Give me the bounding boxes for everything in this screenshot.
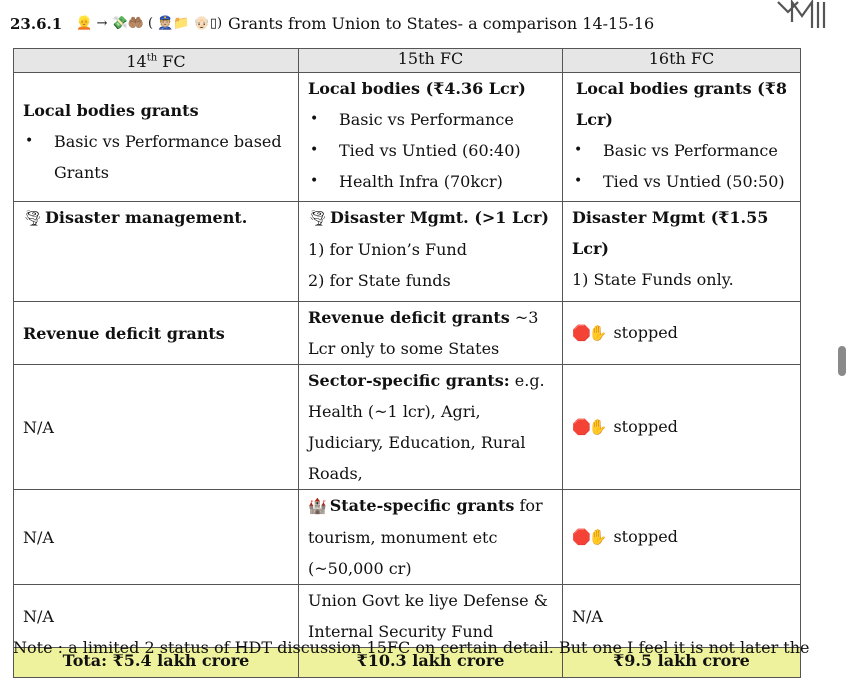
- header-14th-fc: 14th FC: [13, 47, 299, 74]
- grants-comparison-table: 14th FC 15th FC 16th FC Local bodies gra…: [13, 47, 801, 678]
- cell-16-disaster: Disaster Mgmt (₹1.55 Lcr) 1) State Funds…: [562, 201, 801, 303]
- disaster-15-line: 2) for State funds: [308, 271, 451, 291]
- state-16-status: stopped: [613, 527, 678, 547]
- stop-hand-icon: 🛑✋: [572, 418, 607, 437]
- cell-14-disaster: 🌪 Disaster management.: [13, 201, 299, 303]
- table-header-row: 14th FC 15th FC 16th FC: [13, 47, 801, 74]
- disaster-16-title: Disaster Mgmt (₹1.55 Lcr): [572, 208, 769, 259]
- table-row: Revenue deficit grants Revenue deficit g…: [13, 301, 801, 366]
- corner-logo-icon: [777, 0, 826, 28]
- list-item: Basic vs Performance based Grants: [23, 126, 290, 188]
- heading-emoji-left: 👱 → 💸🤲🏽 (: [76, 16, 154, 31]
- list-item: Basic vs Performance: [572, 135, 792, 166]
- table-row: N/A Union Govt ke liye Defense & Interna…: [13, 584, 801, 649]
- local-16-title: Local bodies grants (₹8 Lcr): [576, 79, 787, 130]
- tornado-icon: 🌪: [308, 209, 328, 228]
- disaster-15-title: Disaster Mgmt. (>1 Lcr): [330, 208, 549, 228]
- cell-15-disaster: 🌪 Disaster Mgmt. (>1 Lcr) 1) for Union’s …: [298, 201, 563, 303]
- cell-15-local: Local bodies (₹4.36 Lcr) Basic vs Perfor…: [298, 72, 563, 203]
- sector-15-title: Sector-specific grants:: [308, 371, 510, 391]
- cell-14-sector: N/A: [13, 364, 299, 491]
- header-14th-sup: th: [146, 53, 158, 64]
- cell-16-sector: 🛑✋ stopped: [562, 364, 801, 491]
- tornado-icon: 🌪: [23, 209, 43, 228]
- table-row: N/A Sector-specific grants: e.g. Health …: [13, 364, 801, 491]
- scrollbar-thumb[interactable]: [838, 346, 846, 376]
- list-item: Health Infra (70kcr): [308, 166, 554, 197]
- disaster-15-line: 1) for Union’s Fund: [308, 240, 467, 260]
- castle-icon: 🏰: [308, 497, 327, 516]
- section-heading: 23.6.1 👱 → 💸🤲🏽 ( 👮🏼📁 👴🏻▯) Grants from Un…: [10, 14, 654, 33]
- cell-16-revenue: 🛑✋ stopped: [562, 301, 801, 366]
- cell-15-sector: Sector-specific grants: e.g. Health (~1 …: [298, 364, 563, 491]
- local-15-list: Basic vs Performance Tied vs Untied (60:…: [308, 104, 554, 197]
- stop-hand-icon: 🛑✋: [572, 324, 607, 343]
- cell-14-defense: N/A: [13, 584, 299, 649]
- cell-14-state: N/A: [13, 489, 299, 586]
- cell-16-state: 🛑✋ stopped: [562, 489, 801, 586]
- state-15-title: State-specific grants: [329, 496, 515, 516]
- revenue-16-status: stopped: [613, 323, 678, 343]
- sector-15-text: e.g. Health (~1 lcr), Agri, Judiciary, E…: [308, 371, 545, 484]
- table-row: Local bodies grants Basic vs Performance…: [13, 72, 801, 203]
- list-item: Tied vs Untied (50:50): [572, 166, 792, 197]
- revenue-15-text: ~3 Lcr only to some States: [308, 308, 539, 359]
- revenue-15-title: Revenue deficit grants: [308, 308, 510, 328]
- local-14-list: Basic vs Performance based Grants: [23, 126, 290, 188]
- header-15th-fc: 15th FC: [298, 47, 563, 74]
- section-number: 23.6.1: [10, 14, 63, 33]
- state-15-text: for tourism, monument etc (~50,000 cr): [308, 496, 543, 579]
- cell-16-defense: N/A: [562, 584, 801, 649]
- cell-15-state: 🏰 State-specific grants for tourism, monu…: [298, 489, 563, 586]
- cutoff-text: Note : a limited 2 status of HDT discuss…: [13, 638, 810, 657]
- disaster-14-title: Disaster management.: [45, 208, 248, 228]
- cell-14-revenue: Revenue deficit grants: [13, 301, 299, 366]
- stop-hand-icon: 🛑✋: [572, 528, 607, 547]
- header-16th-fc: 16th FC: [562, 47, 801, 74]
- local-16-list: Basic vs Performance Tied vs Untied (50:…: [572, 135, 792, 197]
- section-title: Grants from Union to States- a compariso…: [228, 14, 655, 33]
- local-14-title: Local bodies grants: [23, 100, 199, 120]
- disaster-16-line: 1) State Funds only.: [572, 270, 734, 290]
- local-15-title: Local bodies (₹4.36 Lcr): [308, 79, 526, 99]
- list-item: Basic vs Performance: [308, 104, 554, 135]
- heading-emoji-right: 👮🏼📁 👴🏻▯): [157, 16, 223, 31]
- list-item: Tied vs Untied (60:40): [308, 135, 554, 166]
- table-row: N/A 🏰 State-specific grants for tourism, …: [13, 489, 801, 586]
- table-row: 🌪 Disaster management. 🌪 Disaster Mgmt. (>…: [13, 201, 801, 303]
- cell-16-local: Local bodies grants (₹8 Lcr) Basic vs Pe…: [562, 72, 801, 203]
- cell-15-revenue: Revenue deficit grants ~3 Lcr only to so…: [298, 301, 563, 366]
- cell-14-local: Local bodies grants Basic vs Performance…: [13, 72, 299, 203]
- sector-16-status: stopped: [613, 417, 678, 437]
